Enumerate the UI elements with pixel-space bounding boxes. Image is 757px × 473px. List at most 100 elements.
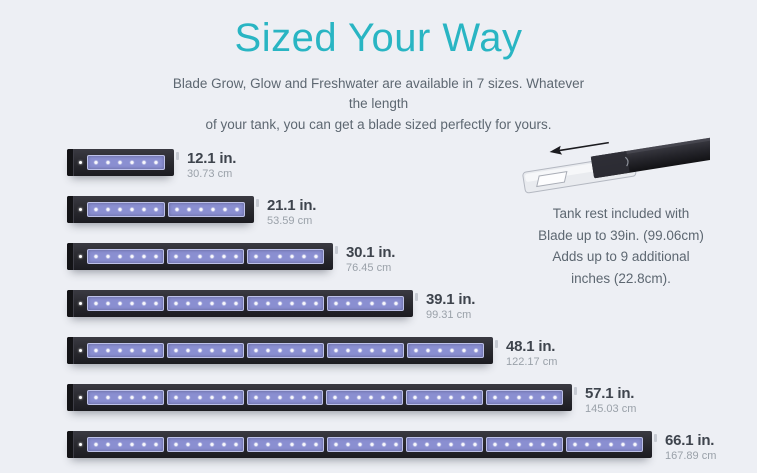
led-segment xyxy=(87,390,164,405)
blade-light-bar xyxy=(67,290,418,317)
power-indicator-dot xyxy=(79,255,82,258)
led-strip-group xyxy=(87,296,404,311)
led-segment xyxy=(87,343,164,358)
blade-light-bar xyxy=(67,149,179,176)
size-centimeters: 167.89 cm xyxy=(665,450,717,462)
led-segment xyxy=(406,437,484,452)
led-segment xyxy=(87,296,164,311)
power-indicator-dot xyxy=(79,302,82,305)
blade-row-30.1: 30.1 in. 76.45 cm xyxy=(67,243,716,274)
blade-row-12.1: 12.1 in. 30.73 cm xyxy=(67,149,716,180)
blade-light-bar xyxy=(67,196,259,223)
blade-size-label: 39.1 in. 99.31 cm xyxy=(426,290,475,321)
page-subtitle: Blade Grow, Glow and Freshwater are avai… xyxy=(169,74,589,135)
led-segment xyxy=(87,155,165,170)
led-strip-group xyxy=(87,155,165,170)
size-centimeters: 30.73 cm xyxy=(187,168,233,180)
blade-row-21.1: 21.1 in. 53.59 cm xyxy=(67,196,716,227)
arrow-left-icon xyxy=(549,141,609,155)
led-segment xyxy=(87,437,164,452)
page-title: Sized Your Way xyxy=(234,16,523,60)
blade-size-label: 57.1 in. 145.03 cm xyxy=(585,384,636,415)
size-centimeters: 145.03 cm xyxy=(585,403,637,415)
led-segment xyxy=(327,343,404,358)
tank-rest-note-line-2: Blade up to 39in. (99.06cm) xyxy=(538,227,704,243)
blade-light-bar xyxy=(67,384,577,411)
led-segment xyxy=(167,202,245,217)
led-segment xyxy=(167,296,244,311)
power-indicator-dot xyxy=(79,161,82,164)
blade-size-label: 21.1 in. 53.59 cm xyxy=(267,196,316,227)
blade-end-cap xyxy=(67,196,74,223)
blade-row-57.1: 57.1 in. 145.03 cm xyxy=(67,384,716,415)
blade-with-tank-rest-illustration xyxy=(515,124,715,201)
led-segment xyxy=(246,390,324,405)
blade-end-cap xyxy=(67,384,74,411)
blade-end-cap xyxy=(67,243,74,270)
power-indicator-dot xyxy=(79,396,82,399)
led-segment xyxy=(246,437,324,452)
power-indicator-dot xyxy=(79,443,82,446)
size-centimeters: 76.45 cm xyxy=(346,262,392,274)
size-inches: 30.1 in. xyxy=(346,244,396,261)
size-inches: 12.1 in. xyxy=(187,150,237,167)
subtitle-line-2: of your tank, you can get a blade sized … xyxy=(205,116,552,132)
led-segment xyxy=(247,296,324,311)
led-segment xyxy=(566,437,644,452)
led-strip-group xyxy=(87,343,484,358)
blade-size-label: 48.1 in. 122.17 cm xyxy=(506,337,557,368)
blade-light-bar xyxy=(67,243,338,270)
size-inches: 48.1 in. xyxy=(506,338,556,355)
tank-rest-note-line-3: Adds up to 9 additional xyxy=(552,249,690,264)
led-strip-group xyxy=(87,437,644,452)
led-segment xyxy=(326,390,404,405)
tank-rest-note: Tank rest included with Blade up to 39in… xyxy=(505,203,737,289)
size-centimeters: 122.17 cm xyxy=(506,356,558,368)
blade-light-bar xyxy=(67,337,498,364)
power-indicator-dot xyxy=(79,208,82,211)
led-segment xyxy=(486,437,564,452)
tank-rest-tab-tip xyxy=(574,387,577,395)
blade-end-cap xyxy=(67,149,74,176)
led-segment xyxy=(87,202,165,217)
led-segment xyxy=(247,343,324,358)
size-inches: 66.1 in. xyxy=(665,432,715,449)
tank-rest-tab-tip xyxy=(415,293,418,301)
led-strip-group xyxy=(87,249,324,264)
led-segment xyxy=(167,343,244,358)
led-segment xyxy=(167,249,244,264)
tank-rest-tab-tip xyxy=(495,340,498,348)
blade-end-cap xyxy=(67,431,74,458)
led-segment xyxy=(87,249,164,264)
tank-rest-tab-tip xyxy=(256,199,259,207)
blade-size-list: 12.1 in. 30.73 cm 21.1 in. 53.59 cm 30.1 in.… xyxy=(67,149,716,473)
header: Sized Your Way Blade Grow, Glow and Fres… xyxy=(0,16,757,135)
led-segment xyxy=(407,343,484,358)
size-inches: 39.1 in. xyxy=(426,291,476,308)
led-segment xyxy=(486,390,563,405)
led-segment xyxy=(166,437,244,452)
led-segment xyxy=(327,296,404,311)
subtitle-line-1: Blade Grow, Glow and Freshwater are avai… xyxy=(172,76,585,112)
blade-end-cap xyxy=(67,337,74,364)
blade-size-label: 30.1 in. 76.45 cm xyxy=(346,243,395,274)
led-strip-group xyxy=(87,390,563,405)
tank-rest-tab-tip xyxy=(654,434,657,442)
blade-size-label: 12.1 in. 30.73 cm xyxy=(187,149,236,180)
led-strip-group xyxy=(87,202,245,217)
blade-row-48.1: 48.1 in. 122.17 cm xyxy=(67,337,716,368)
led-segment xyxy=(326,437,404,452)
led-segment xyxy=(166,390,244,405)
size-centimeters: 99.31 cm xyxy=(426,309,472,321)
tank-rest-tab-tip xyxy=(176,152,179,160)
size-inches: 57.1 in. xyxy=(585,385,635,402)
tank-rest-tab-tip xyxy=(335,246,338,254)
power-indicator-dot xyxy=(79,349,82,352)
blade-size-label: 66.1 in. 167.89 cm xyxy=(665,431,716,462)
tank-rest-graphic xyxy=(522,137,715,194)
tank-rest-note-line-4: inches (22.8cm). xyxy=(571,270,671,286)
size-inches: 21.1 in. xyxy=(267,197,317,214)
blade-light-bar xyxy=(67,431,657,458)
blade-end-cap xyxy=(67,290,74,317)
